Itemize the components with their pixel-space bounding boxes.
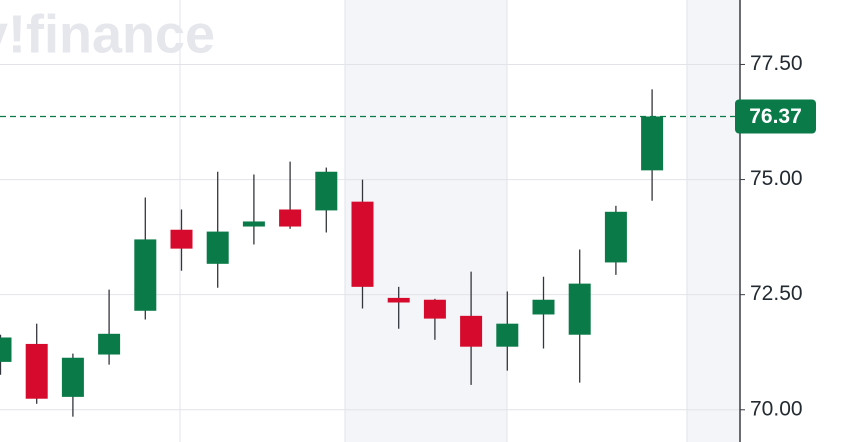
grid	[0, 63, 740, 411]
candle-body	[170, 229, 193, 249]
candle-body	[279, 209, 302, 227]
session-band	[687, 0, 740, 442]
candle-body	[25, 343, 48, 399]
candle-body	[460, 315, 483, 347]
candle-body	[206, 231, 229, 264]
current-price-label: 76.37	[749, 105, 802, 128]
watermark: y!finance	[0, 4, 215, 64]
current-price-box	[735, 99, 816, 134]
candle-body	[134, 239, 157, 311]
y-axis: 70.00 72.50 75.00 77.50 76.37	[735, 52, 816, 420]
candle-body	[351, 201, 374, 287]
candle-body	[423, 299, 446, 319]
candle-body	[315, 171, 338, 211]
candle-body	[568, 283, 591, 335]
y-tick-label: 77.50	[750, 52, 803, 75]
candle-body	[532, 299, 555, 315]
candle-body	[496, 323, 519, 347]
candles	[0, 89, 740, 417]
candle-body	[387, 297, 410, 303]
candle-body	[641, 116, 664, 171]
candle-body	[0, 337, 12, 362]
candle-body	[61, 357, 84, 397]
candle-body	[98, 333, 121, 355]
candle-body	[242, 221, 265, 227]
candle-body	[604, 211, 627, 263]
y-tick-label: 70.00	[750, 397, 803, 420]
y-tick-label: 72.50	[750, 282, 803, 305]
y-tick-label: 75.00	[750, 167, 803, 190]
